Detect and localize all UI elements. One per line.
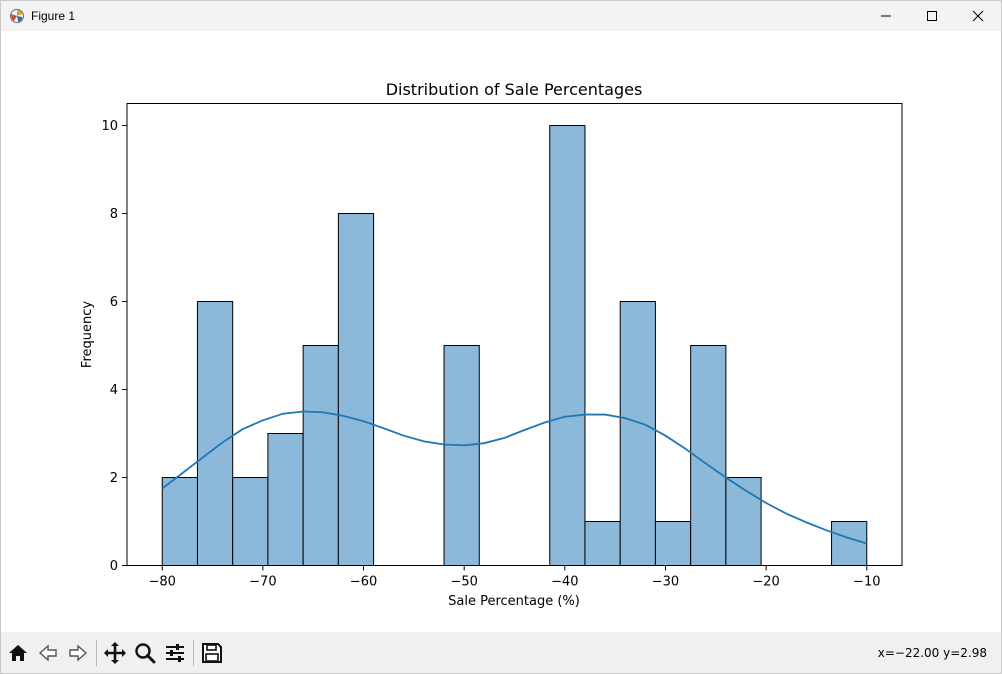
x-tick-label: −20 (752, 575, 779, 590)
pan-move-icon (104, 641, 126, 664)
histogram-bar (232, 477, 269, 566)
histogram-bar (337, 213, 375, 566)
x-tick-label: −70 (249, 575, 276, 590)
y-tick-label: 2 (110, 471, 118, 486)
histogram-bars (161, 125, 868, 566)
histogram-bar (690, 345, 727, 566)
x-tick-label: −30 (652, 575, 679, 590)
forward-button[interactable] (63, 638, 93, 668)
chart-title: Distribution of Sale Percentages (386, 80, 643, 99)
x-tick-label: −60 (350, 575, 377, 590)
histogram-bar (549, 125, 586, 566)
navigation-toolbar: x=−22.00 y=2.98 (1, 632, 1001, 673)
toolbar-separator (193, 639, 194, 666)
back-arrow-icon (38, 643, 57, 662)
y-tick-label: 6 (110, 295, 118, 310)
y-tick-label: 4 (110, 383, 118, 398)
histogram-chart: Distribution of Sale Percentages −80 −70−… (80, 80, 903, 609)
y-axis-label: Frequency (80, 301, 95, 368)
y-tick-label: 10 (101, 119, 118, 134)
close-button[interactable] (955, 1, 1001, 31)
kde-curve (161, 410, 868, 545)
home-button[interactable] (3, 638, 33, 668)
y-axis-ticks: 0 2 4 6 8 10 (101, 119, 127, 574)
pan-button[interactable] (100, 638, 130, 668)
title-bar: Figure 1 (1, 1, 1001, 31)
x-axis-ticks: −80 −70 −60 −50 −40 −30 −20 −10 (149, 565, 880, 590)
toolbar-separator (96, 639, 97, 666)
forward-arrow-icon (69, 643, 88, 662)
histogram-bar (831, 521, 868, 566)
minimize-button[interactable] (863, 1, 909, 31)
maximize-icon (927, 11, 937, 21)
histogram-bar (584, 521, 621, 566)
histogram-bar (302, 345, 339, 566)
figure-canvas[interactable]: Distribution of Sale Percentages −80 −70−… (1, 31, 1001, 631)
window-controls (863, 1, 1001, 31)
home-icon (9, 644, 27, 661)
configure-subplots-icon (166, 643, 184, 662)
back-button[interactable] (33, 638, 63, 668)
window-title: Figure 1 (31, 9, 76, 23)
histogram-bar (654, 521, 692, 566)
zoom-magnifier-icon (135, 642, 156, 663)
plot-frame (126, 103, 903, 566)
histogram-bar (619, 301, 656, 566)
save-floppy-icon (202, 642, 222, 663)
histogram-bar (196, 301, 234, 566)
histogram-bar (725, 477, 762, 566)
y-tick-label: 0 (110, 559, 118, 574)
cursor-coordinates: x=−22.00 y=2.98 (877, 646, 987, 660)
x-axis-label: Sale Percentage (%) (448, 594, 580, 609)
histogram-bar (267, 433, 304, 566)
x-tick-label: −80 (149, 575, 176, 590)
y-tick-label: 8 (110, 207, 118, 222)
configure-subplots-button[interactable] (160, 638, 190, 668)
histogram-bar (443, 345, 480, 566)
x-tick-label: −50 (450, 575, 477, 590)
x-tick-label: −10 (853, 575, 880, 590)
save-button[interactable] (197, 638, 227, 668)
histogram-bar (161, 477, 198, 566)
x-tick-label: −40 (551, 575, 578, 590)
close-icon (972, 10, 984, 22)
maximize-button[interactable] (909, 1, 955, 31)
minimize-icon (881, 15, 891, 17)
zoom-button[interactable] (130, 638, 160, 668)
matplotlib-icon (10, 9, 24, 23)
